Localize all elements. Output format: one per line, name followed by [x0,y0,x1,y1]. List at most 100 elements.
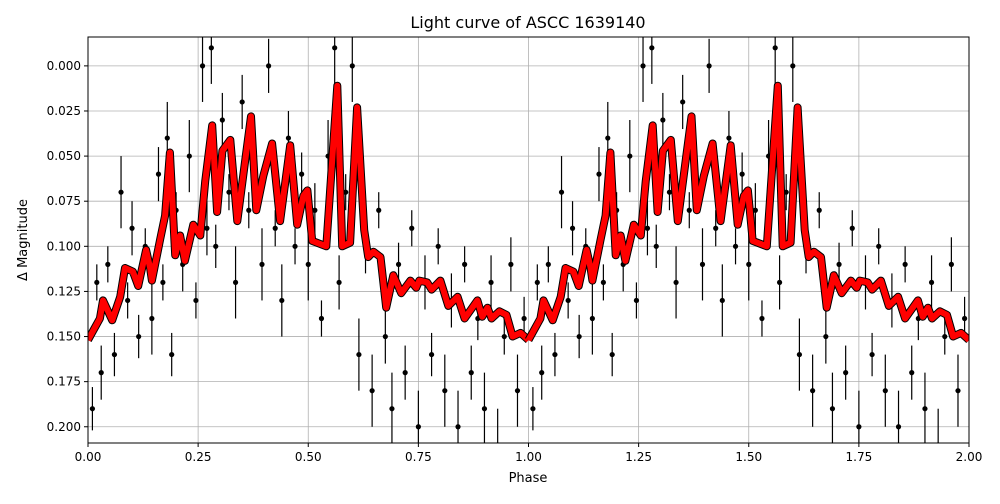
y-tick-label: 0.075 [47,194,81,208]
data-point [895,424,902,430]
y-tick-label: 0.175 [47,375,81,389]
data-point [823,333,829,340]
data-point [869,351,875,358]
data-point [336,279,342,286]
data-point [589,315,595,322]
data-point [94,279,100,286]
x-tick-label: 1.50 [735,450,762,464]
data-point [160,279,166,286]
data-point [204,225,210,231]
data-point [790,63,796,69]
data-point [292,243,298,249]
data-point [376,207,382,213]
x-tick-label: 0.25 [185,450,212,464]
data-point [686,207,692,213]
data-point [239,99,245,105]
data-point [389,406,395,412]
data-point [266,63,272,69]
data-point [259,261,265,267]
data-point [169,351,175,358]
data-point [285,135,292,141]
x-tick-label: 1.00 [515,450,542,464]
data-point [105,261,111,267]
data-point [501,333,507,340]
data-point [186,153,192,159]
y-axis-label: Δ Magnitude [16,199,31,281]
data-point [776,279,783,286]
data-point [605,135,611,141]
data-point [746,261,752,267]
data-point [409,225,415,231]
data-point [609,351,615,358]
data-point [232,279,239,286]
data-point [305,261,311,267]
data-point [633,297,640,304]
y-tick-label: 0.200 [47,420,81,434]
y-tick-label: 0.150 [47,330,81,344]
data-point [442,388,448,394]
data-point [558,189,565,195]
data-point [829,406,836,412]
y-tick-label: 0.025 [47,104,81,118]
data-point [89,406,96,412]
x-axis: 0.00 0.25 0.50 0.75 1.00 1.25 1.50 1.75 2.00 [75,443,982,464]
data-point [125,297,131,304]
data-point [948,261,954,267]
data-point [653,243,659,249]
data-point [199,63,206,69]
y-tick-label: 0.000 [47,59,81,73]
data-point [164,135,170,141]
data-point [909,370,915,376]
data-point [719,297,725,304]
data-point [455,424,461,430]
data-point [428,351,435,358]
data-point [272,225,278,231]
data-point [796,351,803,358]
model-curve-line [88,82,531,343]
data-point [246,207,252,213]
data-point [882,388,888,394]
y-axis: 0.000 0.025 0.050 0.075 0.100 0.125 0.150 0.175… [47,59,88,434]
data-point [349,63,355,69]
grid [87,37,970,443]
data-point [481,406,488,412]
data-point [752,207,758,213]
data-point [118,189,124,195]
data-point [680,99,686,105]
data-point [810,388,816,394]
data-point [660,117,666,123]
data-point [508,261,514,267]
data-point [849,225,855,231]
x-tick-label: 1.25 [625,450,652,464]
data-point [539,370,545,376]
data-point [356,351,362,358]
x-tick-label: 0.00 [75,450,102,464]
data-point [415,424,421,430]
data-point [772,45,778,51]
data-point [129,225,135,231]
data-point [382,333,388,340]
data-point [435,243,441,249]
data-point [462,261,468,267]
data-point [902,261,908,267]
data-point [576,333,582,340]
data-point [569,225,576,231]
x-tick-label: 0.75 [405,450,432,464]
data-point [299,171,305,177]
data-point [332,45,338,51]
data-point [673,279,679,286]
data-point [565,297,571,304]
data-point [732,243,739,249]
data-point [596,171,602,177]
data-point [468,370,474,376]
data-point [318,315,325,322]
data-point [706,63,712,69]
data-point [369,388,375,394]
data-point [213,243,219,249]
data-point [627,153,633,159]
data-point [928,279,935,286]
x-tick-label: 0.50 [295,450,322,464]
data-point [279,297,285,304]
data-point [600,279,606,286]
